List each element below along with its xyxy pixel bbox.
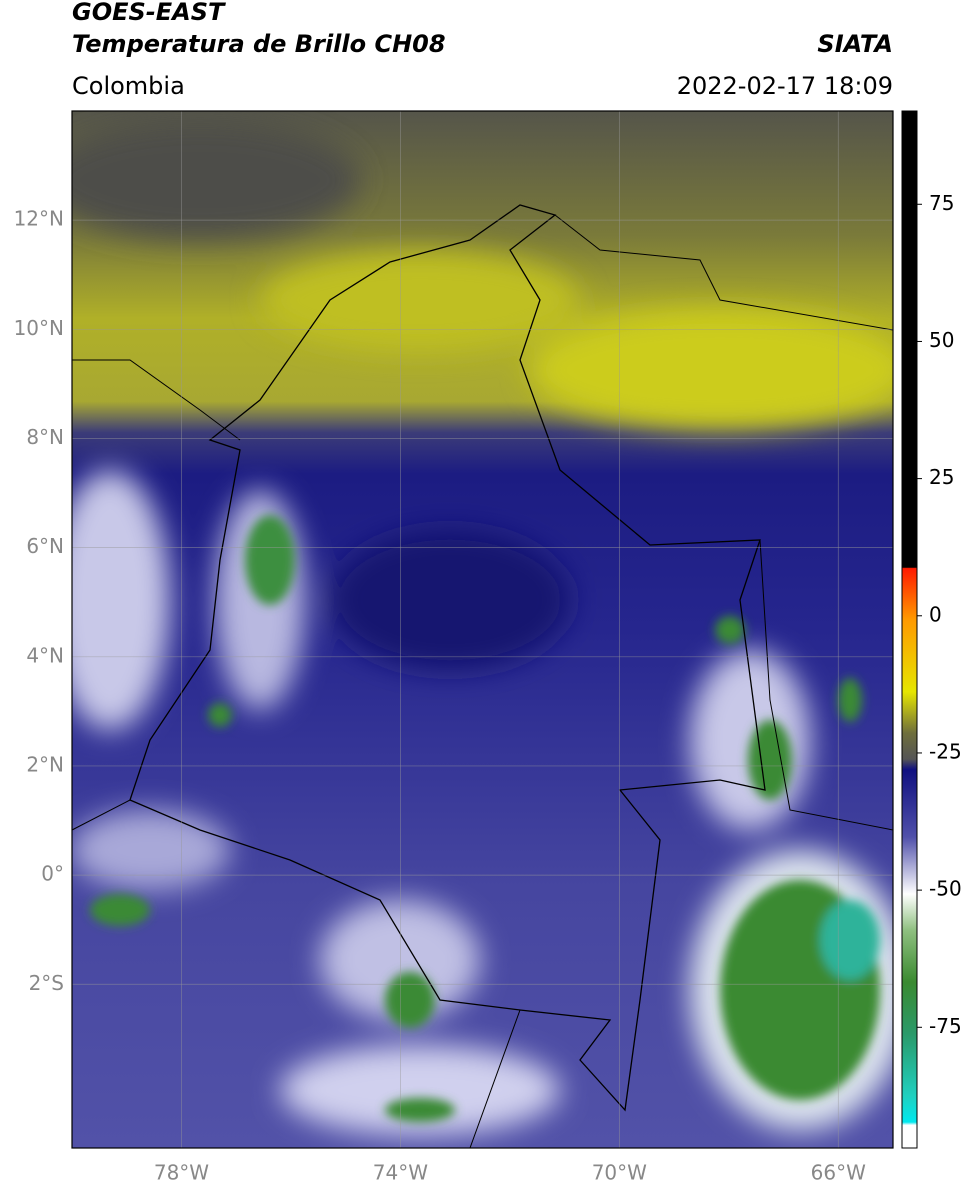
country-border	[129, 204, 766, 1112]
satellite-title: GOES-EAST	[72, 0, 226, 26]
lat-tick-label: 12°N	[14, 207, 64, 231]
datetime-label: 2022-02-17 18:09	[677, 72, 893, 100]
colorbar-tick-label: -50	[929, 877, 962, 901]
borders	[72, 214, 893, 1148]
colorbar	[901, 110, 918, 1149]
satellite-image	[72, 111, 893, 1148]
lat-tick-label: 6°N	[26, 534, 64, 558]
graticule	[72, 111, 893, 1148]
lat-tick-label: 2°N	[26, 752, 64, 776]
source-label: SIATA	[817, 30, 893, 58]
lon-tick-label: 70°W	[592, 1161, 647, 1185]
region-label: Colombia	[72, 72, 185, 100]
product-title: Temperatura de Brillo CH08	[72, 30, 446, 58]
colorbar-tick-label: -25	[929, 739, 962, 763]
colorbar-tick-label: 0	[929, 602, 942, 626]
colorbar-tick-label: 50	[929, 328, 954, 352]
lon-tick-label: 66°W	[811, 1161, 866, 1185]
lat-tick-label: 4°N	[26, 643, 64, 667]
lat-tick-label: 2°S	[29, 971, 64, 995]
lat-tick-label: 0°	[41, 862, 64, 886]
colorbar-tick-label: 75	[929, 191, 954, 215]
lat-tick-label: 8°N	[26, 425, 64, 449]
map-frame	[71, 110, 894, 1149]
colorbar-tick-label: -75	[929, 1014, 962, 1038]
colorbar-tick-label: 25	[929, 465, 954, 489]
lon-tick-label: 78°W	[154, 1161, 209, 1185]
lon-tick-label: 74°W	[373, 1161, 428, 1185]
lat-tick-label: 10°N	[14, 316, 64, 340]
